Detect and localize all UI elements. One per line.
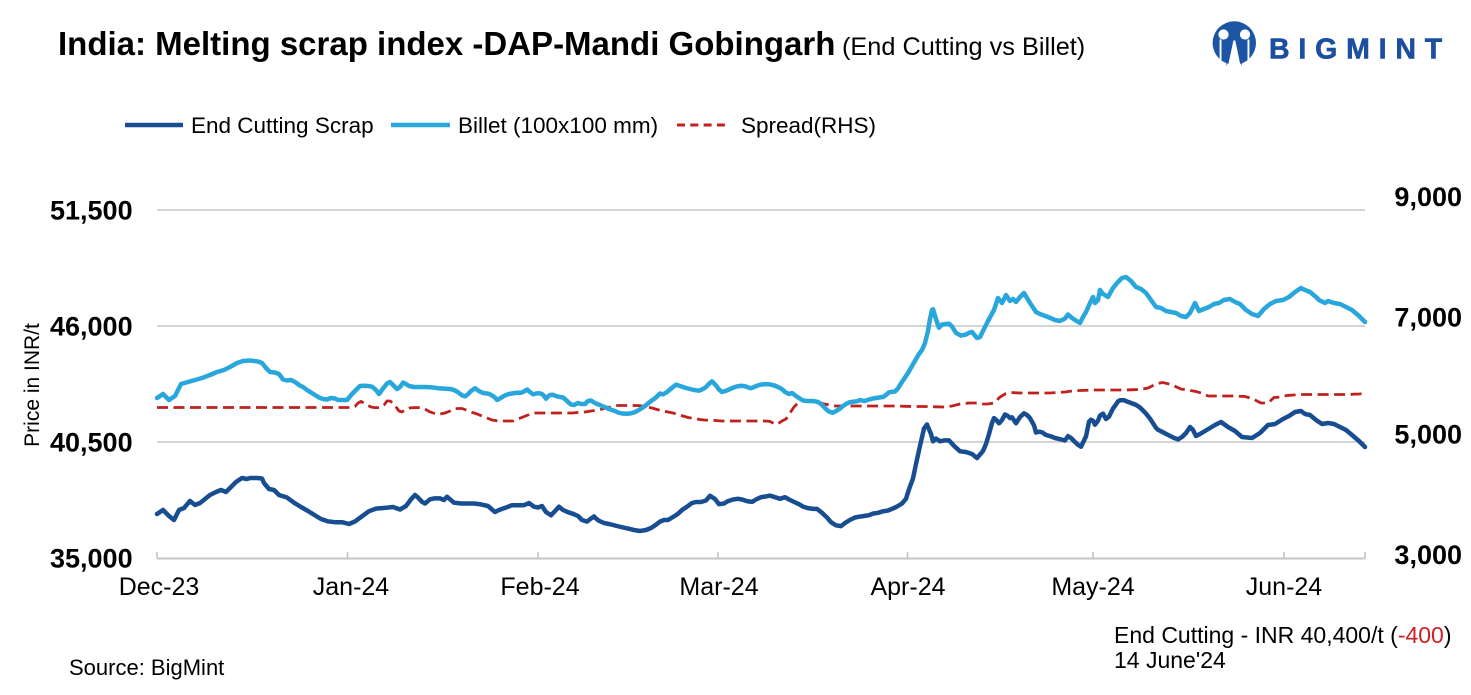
svg-text:Billet (100x100 mm): Billet (100x100 mm) [458, 113, 658, 138]
svg-text:3,000: 3,000 [1394, 540, 1462, 570]
svg-text:May-24: May-24 [1051, 573, 1134, 601]
svg-text:Source: BigMint: Source: BigMint [69, 655, 224, 680]
svg-text:India: Melting scrap index -DA: India: Melting scrap index -DAP-Mandi Go… [58, 25, 835, 62]
svg-text:BIGMINT: BIGMINT [1269, 34, 1451, 66]
svg-text:Mar-24: Mar-24 [679, 573, 758, 601]
svg-text:9,000: 9,000 [1394, 182, 1462, 212]
svg-text:(End Cutting vs Billet): (End Cutting vs Billet) [842, 33, 1085, 61]
svg-text:End Cutting Scrap: End Cutting Scrap [191, 113, 374, 138]
svg-text:46,000: 46,000 [50, 312, 133, 342]
svg-text:14 June'24: 14 June'24 [1114, 647, 1226, 673]
svg-text:Jun-24: Jun-24 [1246, 573, 1323, 601]
svg-text:Jan-24: Jan-24 [313, 573, 390, 601]
svg-text:40,500: 40,500 [50, 428, 133, 458]
svg-text:Dec-23: Dec-23 [119, 573, 200, 601]
svg-text:Price in INR/t: Price in INR/t [21, 323, 44, 447]
svg-text:Apr-24: Apr-24 [870, 573, 945, 601]
svg-text:5,000: 5,000 [1394, 420, 1462, 450]
svg-text:Spread(RHS): Spread(RHS) [741, 113, 876, 138]
svg-text:End Cutting - INR 40,400/t (-4: End Cutting - INR 40,400/t (-400) [1114, 622, 1452, 648]
svg-text:35,000: 35,000 [50, 544, 133, 574]
svg-text:7,000: 7,000 [1394, 303, 1462, 333]
svg-text:51,500: 51,500 [50, 196, 133, 226]
svg-text:Feb-24: Feb-24 [500, 573, 579, 601]
